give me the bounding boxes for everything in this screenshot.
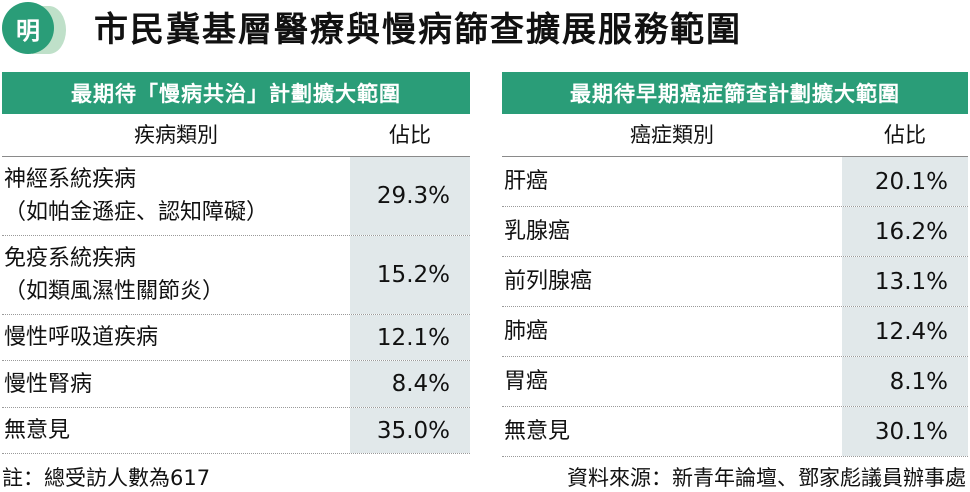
- category-label: 無意見: [4, 418, 71, 443]
- category-label: 免疫系統疾病: [4, 246, 137, 271]
- table-row: 肺癌 12.4%: [502, 307, 968, 357]
- row-category: 慢性腎病: [4, 361, 92, 407]
- table-row: 無意見 35.0%: [2, 408, 470, 454]
- table-row: 乳腺癌 16.2%: [502, 207, 968, 257]
- table-row: 前列腺癌 13.1%: [502, 257, 968, 307]
- row-share-value: 30.1%: [842, 407, 968, 456]
- row-share-value: 12.1%: [350, 315, 470, 360]
- source-note: 資料來源：新青年論壇、鄧家彪議員辦事處: [567, 466, 966, 490]
- page-title: 市民冀基層醫療與慢病篩查擴展服務範圍: [94, 10, 742, 50]
- category-label: （如帕金遜症、認知障礙）: [4, 200, 269, 225]
- row-share-value: 29.3%: [350, 157, 470, 235]
- table-row: 肝癌 20.1%: [502, 157, 968, 207]
- row-category: 神經系統疾病 （如帕金遜症、認知障礙）: [4, 157, 268, 235]
- category-label: （如類風濕性關節炎）: [4, 279, 225, 304]
- column-header-row: 疾病類別 佔比: [2, 114, 470, 157]
- category-label: 胃癌: [504, 369, 549, 394]
- row-share-value: 8.4%: [350, 361, 470, 407]
- row-category: 肝癌: [504, 157, 548, 206]
- category-label: 慢性呼吸道疾病: [4, 325, 159, 350]
- table-body: 神經系統疾病 （如帕金遜症、認知障礙） 29.3% 免疫系統疾病 （如類風濕性關節炎） 1…: [2, 157, 470, 454]
- row-category: 胃癌: [504, 357, 548, 406]
- cancer-screening-table: 最期待早期癌症篩查計劃擴大範圍 癌症類別 佔比 肝癌 20.1% 乳腺癌 16.2% 前…: [502, 72, 968, 457]
- row-share-value: 12.4%: [842, 307, 968, 356]
- row-category: 前列腺癌: [504, 257, 592, 306]
- category-label: 神經系統疾病: [4, 167, 137, 192]
- column-header-share: 佔比: [884, 123, 926, 147]
- column-header-category: 疾病類別: [134, 123, 218, 147]
- row-category: 無意見: [4, 408, 70, 453]
- sample-size-note: 註：總受訪人數為617: [2, 466, 211, 490]
- row-share-value: 8.1%: [842, 357, 968, 406]
- table-title: 最期待早期癌症篩查計劃擴大範圍: [502, 72, 968, 114]
- table-row: 無意見 30.1%: [502, 407, 968, 457]
- header: 明 市民冀基層醫療與慢病篩查擴展服務範圍: [0, 0, 970, 64]
- newspaper-logo: 明: [2, 2, 68, 60]
- category-label: 無意見: [504, 419, 571, 444]
- row-category: 慢性呼吸道疾病: [4, 315, 158, 360]
- category-label: 肝癌: [504, 169, 549, 194]
- row-share-value: 15.2%: [350, 236, 470, 314]
- table-row: 胃癌 8.1%: [502, 357, 968, 407]
- table-row: 免疫系統疾病 （如類風濕性關節炎） 15.2%: [2, 236, 470, 315]
- row-category: 乳腺癌: [504, 207, 570, 256]
- table-row: 慢性腎病 8.4%: [2, 361, 470, 408]
- row-category: 免疫系統疾病 （如類風濕性關節炎）: [4, 236, 224, 314]
- column-header-category: 癌症類別: [630, 123, 714, 147]
- row-share-value: 16.2%: [842, 207, 968, 256]
- table-row: 慢性呼吸道疾病 12.1%: [2, 315, 470, 361]
- row-share-value: 20.1%: [842, 157, 968, 206]
- logo-badge: 明: [2, 2, 54, 54]
- category-label: 肺癌: [504, 319, 549, 344]
- table-row: 神經系統疾病 （如帕金遜症、認知障礙） 29.3%: [2, 157, 470, 236]
- table-body: 肝癌 20.1% 乳腺癌 16.2% 前列腺癌 13.1% 肺癌 12.4% 胃癌 8.1% 無意見…: [502, 157, 968, 457]
- row-category: 無意見: [504, 407, 570, 456]
- chronic-disease-table: 最期待「慢病共治」計劃擴大範圍 疾病類別 佔比 神經系統疾病 （如帕金遜症、認知障…: [2, 72, 470, 454]
- row-share-value: 13.1%: [842, 257, 968, 306]
- column-header-row: 癌症類別 佔比: [502, 114, 968, 157]
- category-label: 乳腺癌: [504, 219, 571, 244]
- category-label: 前列腺癌: [504, 269, 593, 294]
- category-label: 慢性腎病: [4, 371, 93, 397]
- column-header-share: 佔比: [389, 123, 431, 147]
- table-title: 最期待「慢病共治」計劃擴大範圍: [2, 72, 470, 114]
- row-share-value: 35.0%: [350, 408, 470, 453]
- row-category: 肺癌: [504, 307, 548, 356]
